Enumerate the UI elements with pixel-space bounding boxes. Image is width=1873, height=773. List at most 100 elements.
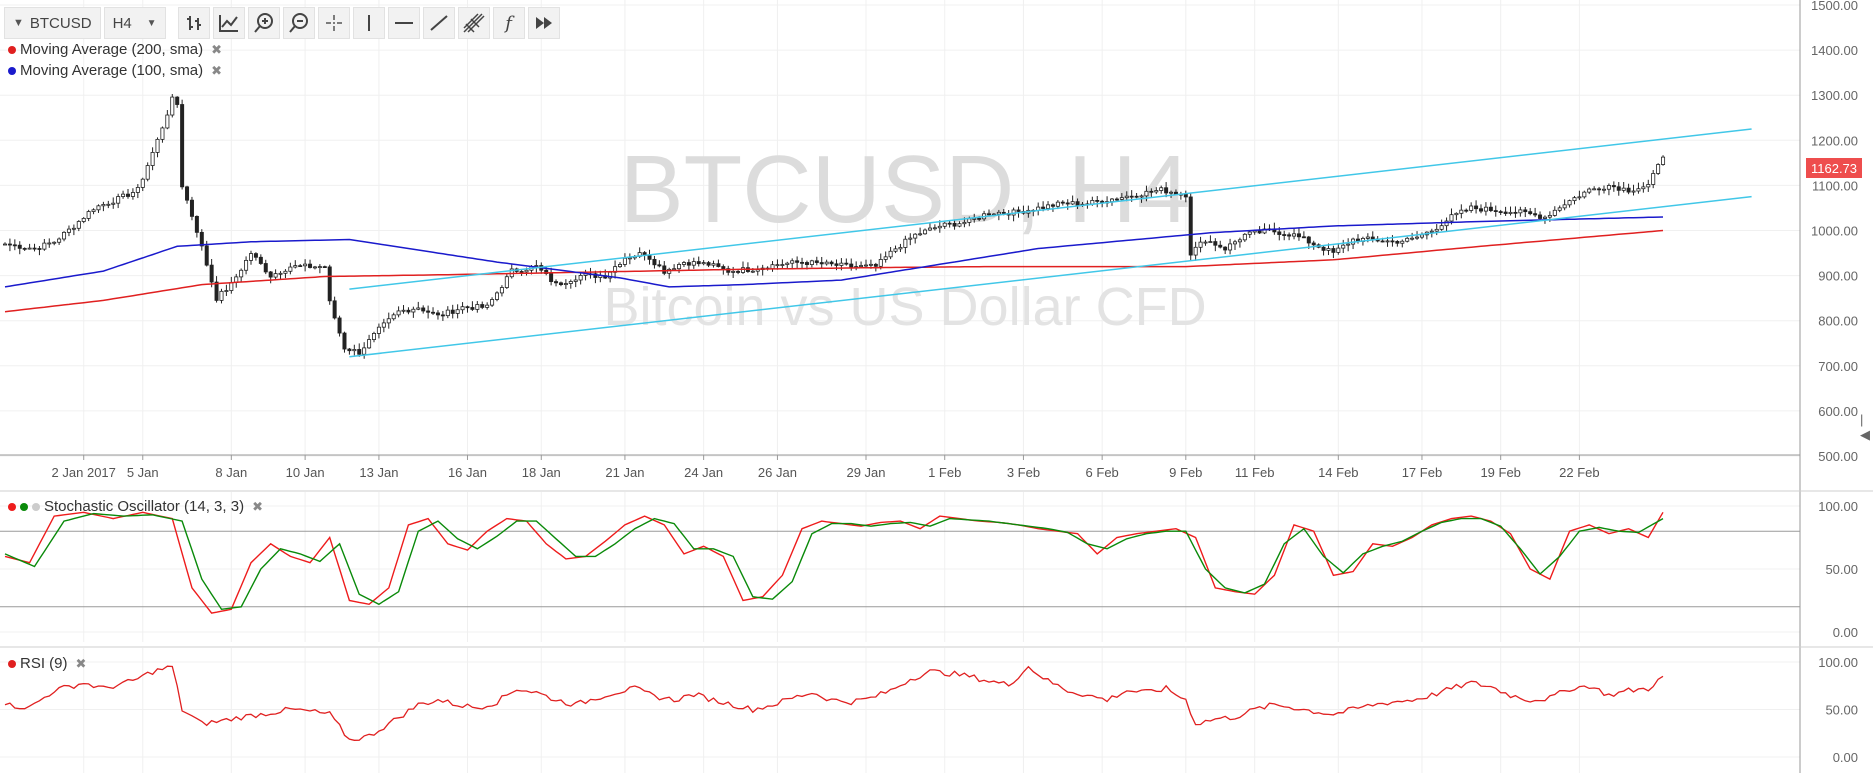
candle-body <box>185 186 190 201</box>
candle <box>86 209 91 222</box>
candle-body <box>322 266 327 269</box>
interval-select[interactable]: H4 ▼ <box>103 7 166 39</box>
fibonacci-icon[interactable]: f <box>492 7 525 39</box>
channel-lower-line <box>349 195 1752 358</box>
candle-body <box>1503 211 1508 214</box>
price-tick-label: 1200.00 <box>1811 133 1858 148</box>
crosshair-icon[interactable] <box>317 7 350 39</box>
candle-body <box>1223 246 1228 251</box>
candle <box>1582 190 1587 199</box>
candle <box>1262 223 1267 235</box>
candle-body <box>347 348 352 352</box>
candle-body <box>716 263 721 267</box>
remove-stoch-icon[interactable]: ✖ <box>252 498 263 514</box>
candle <box>239 268 244 283</box>
candle-body <box>1606 185 1611 190</box>
candle <box>66 225 71 237</box>
pitchfork-icon[interactable] <box>457 7 490 39</box>
candle <box>947 220 952 228</box>
candle <box>1577 190 1582 201</box>
candle-body <box>386 318 391 324</box>
candle-body <box>258 256 263 264</box>
candle-body <box>27 247 32 250</box>
candle <box>396 306 401 318</box>
candle <box>475 301 480 313</box>
candle <box>130 188 135 200</box>
candle-body <box>1124 195 1129 199</box>
candle <box>22 247 27 252</box>
candle-body <box>809 260 814 265</box>
candle <box>298 263 303 268</box>
candle <box>17 241 22 255</box>
candle <box>421 305 426 314</box>
candle-body <box>1149 190 1154 193</box>
candle-body <box>1242 233 1247 241</box>
candle-body <box>1287 234 1292 237</box>
candle <box>490 297 495 307</box>
stoch-series-d <box>4 512 1664 611</box>
price-grid <box>0 0 1800 773</box>
scroll-right-icon[interactable]: |◀ <box>1860 412 1870 442</box>
stoch-d-dot <box>20 502 28 511</box>
candle-body <box>819 262 824 265</box>
candle <box>1311 240 1316 250</box>
candle-body <box>927 227 932 231</box>
candle-body <box>1365 236 1370 239</box>
candle-body <box>199 231 204 247</box>
candle-body <box>303 263 308 267</box>
candle-body <box>908 237 913 240</box>
candle <box>155 137 160 158</box>
time-tick-label: 17 Feb <box>1402 465 1442 480</box>
vertical-line-icon[interactable] <box>352 7 385 39</box>
candle-body <box>652 258 657 266</box>
candle-body <box>775 264 780 267</box>
candle <box>1395 240 1400 247</box>
candle <box>957 221 962 228</box>
candle <box>1095 196 1100 208</box>
remove-rsi-icon[interactable]: ✖ <box>75 655 87 671</box>
candle-body <box>1385 240 1390 243</box>
candle <box>795 256 800 269</box>
trend-line-icon[interactable] <box>422 7 455 39</box>
bar-style-icon[interactable] <box>177 7 210 39</box>
candle-body <box>996 211 1001 215</box>
symbol-button[interactable]: ▼ BTCUSD <box>4 7 101 39</box>
time-tick-label: 16 Jan <box>448 465 487 480</box>
time-tick-label: 9 Feb <box>1169 465 1202 480</box>
time-tick-label: 21 Jan <box>605 465 644 480</box>
candle-body <box>741 267 746 273</box>
candle <box>878 253 883 270</box>
candle <box>1552 206 1557 217</box>
candle-body <box>1390 240 1395 243</box>
candle <box>913 233 918 244</box>
candle <box>1213 238 1218 252</box>
candle <box>558 281 563 287</box>
candle-body <box>278 272 283 275</box>
ma200-color-dot <box>8 45 16 54</box>
candle <box>347 347 352 355</box>
candle <box>391 312 396 321</box>
candle-body <box>1557 207 1562 211</box>
candle-body <box>672 268 677 271</box>
candle-body <box>1651 173 1656 185</box>
candle <box>42 238 47 251</box>
candle <box>942 221 947 229</box>
horizontal-line-icon[interactable] <box>387 7 420 39</box>
candle <box>627 253 632 265</box>
zoom-in-icon[interactable] <box>247 7 280 39</box>
candle-body <box>824 261 829 265</box>
price-tick-label: 700.00 <box>1818 359 1858 374</box>
candle <box>1218 240 1223 249</box>
remove-ma200-icon[interactable]: ✖ <box>211 41 223 57</box>
compare-icon[interactable] <box>212 7 245 39</box>
candle-body <box>1237 239 1242 243</box>
remove-ma100-icon[interactable]: ✖ <box>211 62 223 78</box>
candle-body <box>1493 210 1498 212</box>
stoch-tick-label: 100.00 <box>1818 499 1858 514</box>
candle-body <box>1488 206 1493 211</box>
candle <box>1641 182 1646 193</box>
fast-forward-icon[interactable] <box>527 7 560 39</box>
zoom-out-icon[interactable] <box>282 7 315 39</box>
candle <box>952 219 957 230</box>
